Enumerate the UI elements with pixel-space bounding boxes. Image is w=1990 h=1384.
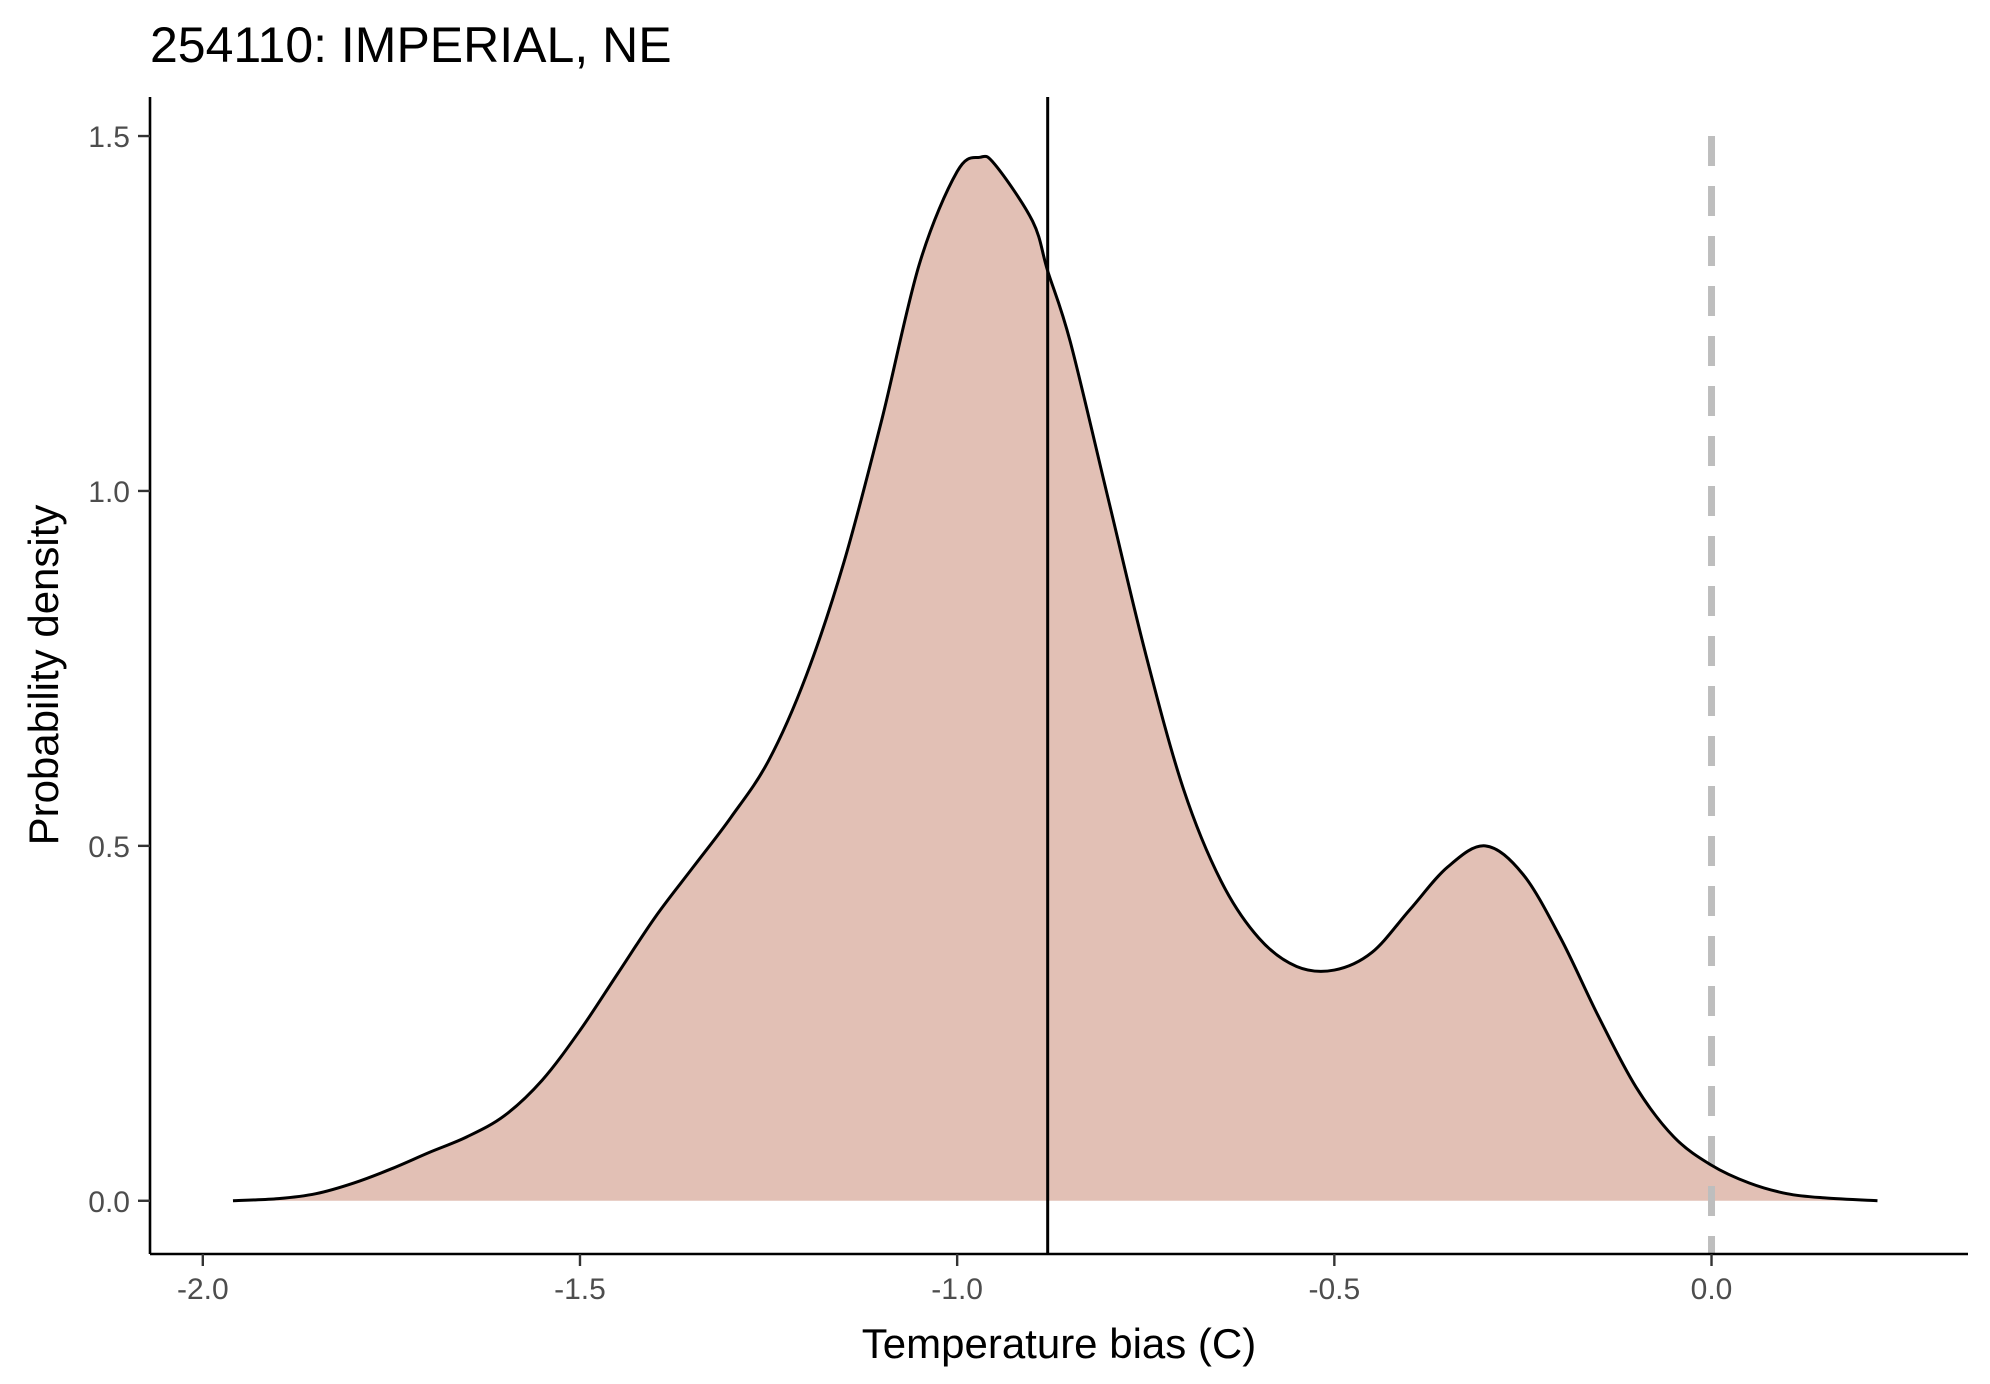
y-axis-ticks: 0.0 0.5 1.0 1.5 xyxy=(88,121,150,1219)
y-tick-label: 0.5 xyxy=(88,831,130,864)
x-tick-label: 0.0 xyxy=(1691,1273,1733,1306)
y-axis-title: Probability density xyxy=(20,505,67,846)
y-tick-label: 1.0 xyxy=(88,476,130,509)
x-axis-ticks: -2.0 -1.5 -1.0 -0.5 0.0 xyxy=(177,1254,1732,1306)
y-tick-label: 1.5 xyxy=(88,121,130,154)
x-tick-label: -0.5 xyxy=(1308,1273,1360,1306)
chart-title: 254110: IMPERIAL, NE xyxy=(150,17,672,73)
density-curve xyxy=(232,154,1878,1203)
x-tick-label: -1.0 xyxy=(931,1273,983,1306)
y-tick-label: 0.0 xyxy=(88,1186,130,1219)
x-axis-title: Temperature bias (C) xyxy=(862,1320,1256,1367)
density-area xyxy=(232,156,1878,1201)
x-tick-label: -2.0 xyxy=(177,1273,229,1306)
x-tick-label: -1.5 xyxy=(554,1273,606,1306)
plot-area xyxy=(232,97,1878,1254)
